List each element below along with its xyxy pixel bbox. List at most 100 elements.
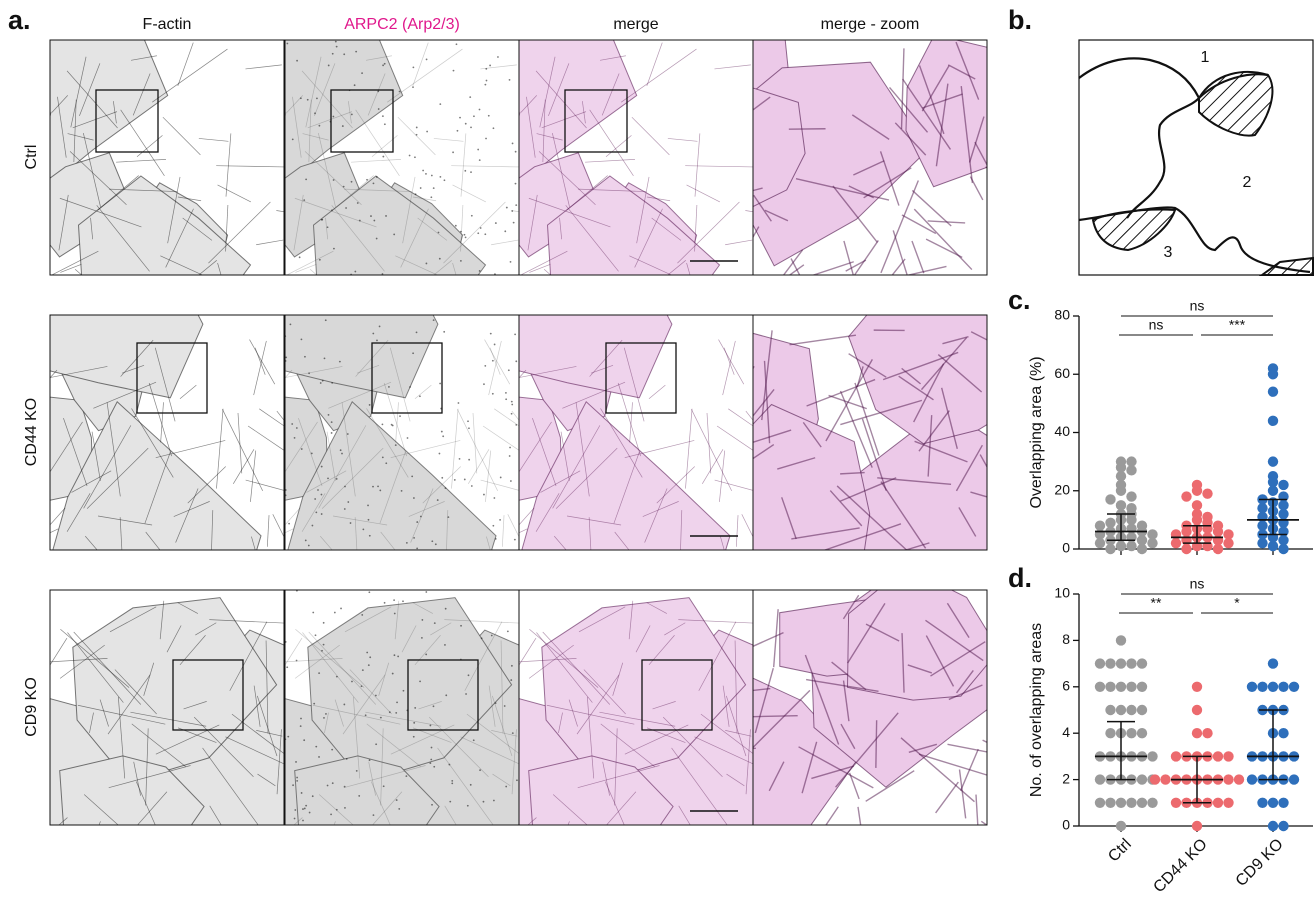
puncta [327,477,329,480]
puncta [484,364,487,367]
fiber [575,402,590,497]
zoom-box [172,659,244,731]
data-point [1191,704,1203,716]
fiber [152,48,228,103]
fiber [848,772,860,800]
data-point [1191,485,1203,496]
fiber [107,674,151,735]
fiber [560,431,570,481]
fiber [901,367,922,385]
fiber [285,507,301,526]
puncta [291,138,294,141]
data-point [1191,820,1203,832]
puncta [478,108,481,111]
data-point [1257,681,1268,692]
data-point [1278,535,1289,546]
micrographs [49,39,988,826]
fiber [577,765,660,789]
puncta [469,783,472,786]
fiber [913,363,945,423]
data-point [1126,491,1137,502]
fiber [494,408,519,427]
puncta [395,711,398,714]
significance-label: * [1234,595,1240,611]
data-point [1136,543,1148,555]
dot-plot: 0 20 40 60 80 Overlapping area (%) ns ns *** [1028,298,1313,556]
puncta [346,433,349,435]
fiber [577,188,647,192]
fiber [379,451,406,524]
fiber [958,769,967,819]
fiber [368,761,376,796]
fiber [889,87,929,133]
fiber [726,773,745,787]
fiber [229,621,268,691]
fiber [543,268,552,275]
fiber [167,176,181,244]
puncta [345,757,348,760]
fiber [308,99,312,163]
puncta [298,256,301,259]
fiber [768,761,785,792]
fiber [753,714,798,718]
puncta [510,412,513,415]
fiber [911,189,952,227]
puncta [385,215,387,217]
puncta [453,479,456,481]
data-point [1267,485,1279,496]
fiber [93,381,157,409]
fiber [542,99,546,163]
fiber [251,536,256,550]
fiber [723,347,735,375]
panel-label: c. [1008,285,1031,315]
fiber [753,194,772,222]
puncta [485,137,487,140]
puncta [288,522,290,525]
y-tick-label: 10 [1054,585,1070,601]
puncta [468,427,470,430]
fiber [130,711,207,727]
puncta [334,40,337,43]
data-point [1105,797,1116,808]
puncta [327,413,330,416]
fiber [894,122,927,156]
fiber [539,56,556,128]
puncta [509,446,511,449]
fiber [84,535,98,550]
puncta [515,204,518,207]
data-point [1115,704,1127,716]
puncta [308,372,311,375]
fiber [480,479,519,491]
puncta [513,538,516,541]
fiber [920,337,968,391]
data-point [1136,681,1148,692]
fiber [806,378,876,407]
fiber [753,96,771,111]
puncta [388,386,390,388]
fiber [83,794,119,825]
puncta [366,651,369,654]
fiber [50,366,108,378]
fiber [728,408,753,427]
fiber [606,791,637,825]
panel-label: d. [1008,563,1032,593]
fiber [599,55,626,61]
puncta [347,501,350,503]
fiber [694,133,701,197]
puncta [350,180,353,183]
micrograph-content [50,590,284,825]
fiber [116,159,166,163]
puncta [315,511,318,514]
fiber [535,493,560,532]
fiber [257,773,276,787]
puncta [489,64,491,67]
data-point [1136,774,1148,785]
fiber [948,684,983,701]
data-point [1278,500,1289,511]
fiber [940,387,958,449]
data-point [1115,470,1127,482]
fiber [266,515,270,547]
fiber [343,765,426,789]
fiber [159,600,165,640]
fiber [880,180,919,274]
